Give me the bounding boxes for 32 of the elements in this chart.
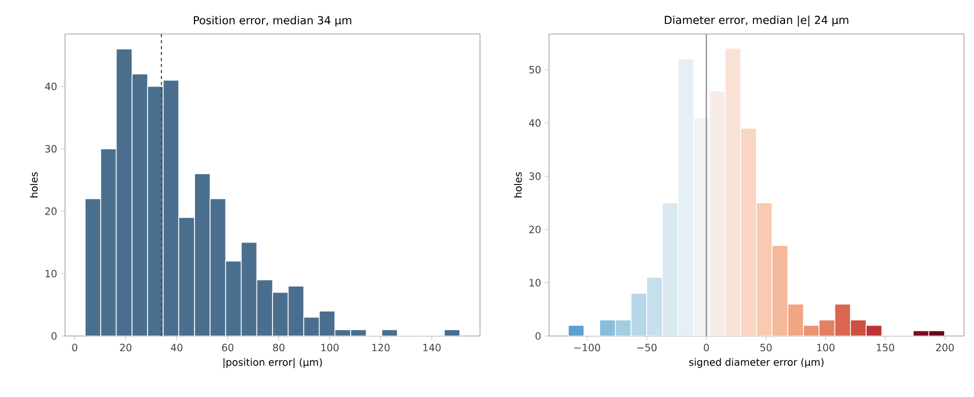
y-axis-title: holes: [514, 172, 522, 198]
y-tick-label: 0: [536, 332, 541, 340]
chart-title: Diameter error, median |e| 24 µm: [664, 16, 848, 26]
y-tick-label: 40: [529, 119, 541, 127]
x-tick-label: 40: [170, 344, 182, 352]
y-tick-label: 30: [45, 145, 57, 153]
x-tick-label: −100: [574, 344, 600, 352]
x-tick-label: 120: [372, 344, 390, 352]
y-axis-title: holes: [30, 172, 38, 198]
x-axis-title: signed diameter error (µm): [689, 358, 824, 368]
y-tick-label: 30: [529, 172, 541, 180]
x-axis-title: |position error| (µm): [224, 358, 322, 368]
x-tick-label: 20: [120, 344, 132, 352]
x-tick-label: 60: [222, 344, 234, 352]
y-tick-label: 50: [529, 66, 541, 74]
x-tick-label: 80: [273, 344, 284, 352]
x-tick-label: 50: [760, 344, 772, 352]
x-tick-label: 140: [423, 344, 441, 352]
x-tick-label: 200: [936, 344, 954, 352]
y-tick-label: 10: [46, 270, 57, 278]
y-tick-label: 0: [52, 332, 57, 340]
x-tick-label: 150: [876, 344, 894, 352]
x-tick-label: −50: [637, 344, 657, 352]
chart-title: Position error, median 34 µm: [194, 16, 352, 26]
x-tick-label: 0: [704, 344, 709, 352]
x-tick-label: 100: [817, 344, 834, 352]
x-tick-label: 0: [72, 344, 78, 352]
y-tick-label: 10: [530, 278, 541, 287]
y-tick-label: 20: [45, 207, 57, 215]
y-tick-label: 20: [529, 226, 541, 234]
y-tick-label: 40: [45, 82, 57, 90]
x-tick-label: 100: [321, 344, 339, 352]
